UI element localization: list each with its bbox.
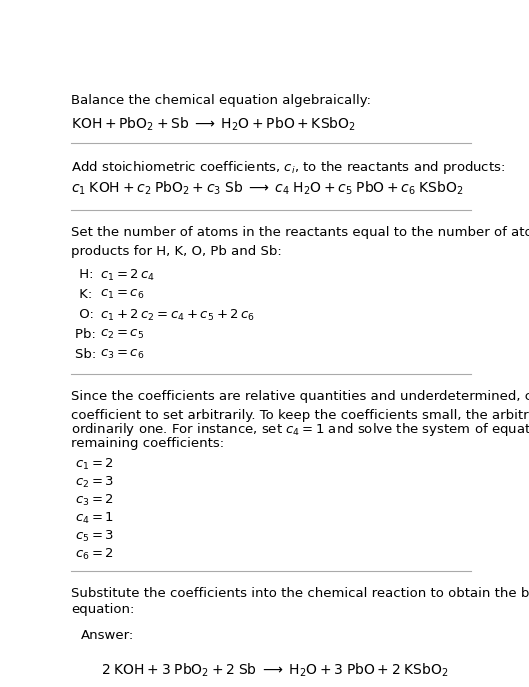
Text: Sb:: Sb:: [75, 348, 101, 361]
Text: $c_2 = c_5$: $c_2 = c_5$: [100, 328, 144, 341]
Text: Answer:: Answer:: [80, 629, 134, 642]
Text: K:: K:: [75, 288, 97, 301]
Text: $c_1 + 2\,c_2 = c_4 + c_5 + 2\,c_6$: $c_1 + 2\,c_2 = c_4 + c_5 + 2\,c_6$: [100, 308, 254, 323]
Text: Add stoichiometric coefficients, $c_i$, to the reactants and products:: Add stoichiometric coefficients, $c_i$, …: [71, 159, 505, 176]
Text: $c_5 = 3$: $c_5 = 3$: [75, 529, 114, 544]
Text: $c_1 = 2$: $c_1 = 2$: [75, 457, 114, 472]
Text: Substitute the coefficients into the chemical reaction to obtain the balanced: Substitute the coefficients into the che…: [71, 587, 529, 600]
Text: $c_1 = c_6$: $c_1 = c_6$: [100, 288, 144, 301]
FancyBboxPatch shape: [66, 617, 388, 687]
Text: $c_6 = 2$: $c_6 = 2$: [75, 547, 114, 562]
Text: $c_3 = 2$: $c_3 = 2$: [75, 493, 114, 508]
Text: O:: O:: [75, 308, 98, 321]
Text: $c_1 = 2\,c_4$: $c_1 = 2\,c_4$: [100, 268, 155, 282]
Text: remaining coefficients:: remaining coefficients:: [71, 437, 224, 450]
Text: equation:: equation:: [71, 603, 134, 616]
Text: ordinarily one. For instance, set $c_4 = 1$ and solve the system of equations fo: ordinarily one. For instance, set $c_4 =…: [71, 421, 529, 438]
Text: $c_2 = 3$: $c_2 = 3$: [75, 475, 114, 490]
Text: Balance the chemical equation algebraically:: Balance the chemical equation algebraica…: [71, 94, 371, 107]
Text: $\mathrm{KOH + PbO_2 + Sb} \;\longrightarrow\; \mathrm{H_2O + PbO + KSbO_2}$: $\mathrm{KOH + PbO_2 + Sb} \;\longrighta…: [71, 115, 356, 133]
Text: Set the number of atoms in the reactants equal to the number of atoms in the
pro: Set the number of atoms in the reactants…: [71, 226, 529, 258]
Text: Since the coefficients are relative quantities and underdetermined, choose a
coe: Since the coefficients are relative quan…: [71, 390, 529, 422]
Text: Pb:: Pb:: [75, 328, 101, 341]
Text: $c_1\;\mathrm{KOH} + c_2\;\mathrm{PbO_2} + c_3\;\mathrm{Sb} \;\longrightarrow\; : $c_1\;\mathrm{KOH} + c_2\;\mathrm{PbO_2}…: [71, 180, 464, 197]
Text: $c_3 = c_6$: $c_3 = c_6$: [100, 348, 144, 361]
Text: $2\;\mathrm{KOH} + 3\;\mathrm{PbO_2} + 2\;\mathrm{Sb} \;\longrightarrow\; \mathr: $2\;\mathrm{KOH} + 3\;\mathrm{PbO_2} + 2…: [101, 661, 449, 679]
Text: H:: H:: [75, 268, 98, 280]
Text: $c_4 = 1$: $c_4 = 1$: [75, 511, 114, 526]
